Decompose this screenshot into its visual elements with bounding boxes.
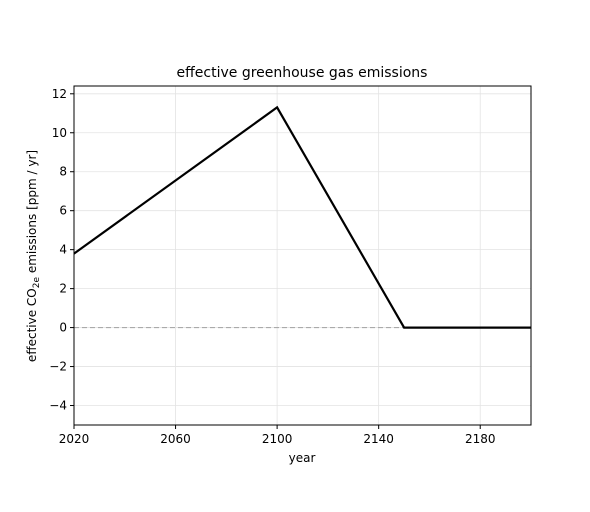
y-tick-label: 8 (59, 165, 67, 179)
y-tick-label: 6 (59, 204, 67, 218)
y-axis-label-subscript: 2e (32, 277, 42, 289)
x-axis-ticks: 2020 2060 2100 2140 2180 (59, 425, 496, 446)
series-layer (73, 105, 531, 329)
y-axis-label-suffix: emissions [ppm / yr] (25, 150, 39, 277)
x-tick-label: 2140 (363, 432, 394, 446)
y-axis-label: effective CO2e emissions [ppm / yr] (25, 150, 42, 362)
y-axis-ticks: −4 −2 0 2 4 6 8 10 12 (49, 87, 74, 413)
y-tick-label: 2 (59, 282, 67, 296)
emissions-line (73, 105, 531, 329)
x-tick-label: 2180 (465, 432, 496, 446)
y-tick-label: 0 (59, 321, 67, 335)
chart-title: effective greenhouse gas emissions (177, 65, 428, 81)
y-tick-label: 4 (59, 243, 67, 257)
y-tick-label: −4 (49, 399, 67, 413)
y-tick-label: 12 (52, 87, 67, 101)
y-axis-label-prefix: effective CO (25, 288, 39, 362)
plot-frame (73, 85, 532, 426)
x-tick-label: 2060 (160, 432, 191, 446)
y-tick-label: 10 (52, 126, 67, 140)
x-axis-label: year (289, 451, 316, 465)
y-tick-label: −2 (49, 360, 67, 374)
x-tick-label: 2020 (59, 432, 90, 446)
x-tick-label: 2100 (262, 432, 293, 446)
